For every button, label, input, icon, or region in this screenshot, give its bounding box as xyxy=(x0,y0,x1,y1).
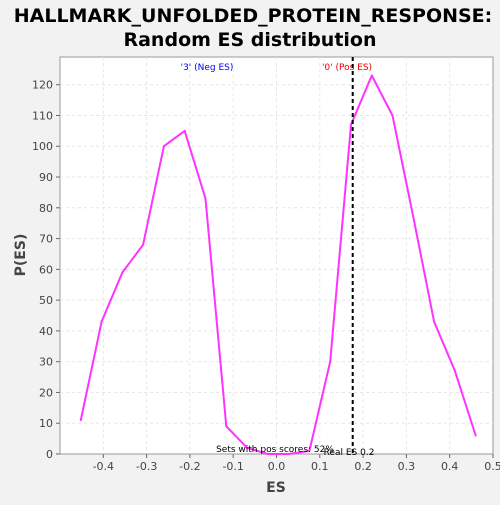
y-axis-title: P(ES) xyxy=(13,234,29,277)
data-point xyxy=(246,446,249,449)
x-tick-label: -0.4 xyxy=(93,460,114,473)
pos-es-label: '0' (Pos ES) xyxy=(322,63,372,73)
data-point xyxy=(100,320,103,323)
data-point xyxy=(79,419,82,422)
pos-scores-label: Sets with pos scores: 52% xyxy=(216,445,334,455)
chart-title: HALLMARK_UNFOLDED_PROTEIN_RESPONSE: xyxy=(14,5,493,27)
real-es-label: Real ES 0.2 xyxy=(324,448,375,458)
x-tick-label: 0.5 xyxy=(484,460,500,473)
y-tick-label: 120 xyxy=(32,79,53,92)
x-tick-label: -0.2 xyxy=(179,460,200,473)
y-tick-label: 50 xyxy=(39,294,53,307)
x-tick-label: 0.2 xyxy=(354,460,372,473)
y-tick-label: 30 xyxy=(39,356,53,369)
y-tick-label: 90 xyxy=(39,171,53,184)
x-tick-label: -0.1 xyxy=(222,460,243,473)
data-point xyxy=(142,243,145,246)
data-point xyxy=(266,453,269,455)
data-point xyxy=(412,216,415,219)
data-point xyxy=(204,197,207,200)
data-point xyxy=(453,369,456,372)
grid-lines xyxy=(60,57,493,454)
y-tick-label: 40 xyxy=(39,325,53,338)
y-tick-label: 80 xyxy=(39,202,53,215)
data-point xyxy=(287,453,290,455)
data-point xyxy=(433,320,436,323)
data-point xyxy=(329,360,332,363)
x-tick-label: 0.0 xyxy=(268,460,286,473)
x-tick-label: 0.1 xyxy=(311,460,329,473)
data-point xyxy=(370,74,373,77)
data-point xyxy=(474,434,477,437)
data-point xyxy=(349,123,352,126)
axes: -0.4 -0.3 -0.2 -0.1 0.0 0.1 0.2 0.3 0.4 0.5 0 10 20 3… xyxy=(32,79,500,473)
data-point xyxy=(308,449,311,452)
y-tick-label: 0 xyxy=(46,448,53,461)
chart-subtitle: Random ES distribution xyxy=(123,29,376,51)
y-tick-label: 110 xyxy=(32,109,53,122)
y-tick-label: 100 xyxy=(32,140,53,153)
data-point xyxy=(162,145,165,148)
neg-es-label: '3' (Neg ES) xyxy=(181,63,234,73)
y-tick-label: 10 xyxy=(39,417,53,430)
x-tick-label: -0.3 xyxy=(136,460,157,473)
y-tick-label: 60 xyxy=(39,263,53,276)
x-axis-title: ES xyxy=(266,480,286,496)
y-tick-label: 70 xyxy=(39,233,53,246)
data-point xyxy=(391,114,394,117)
data-point xyxy=(225,425,228,428)
x-tick-label: 0.3 xyxy=(398,460,416,473)
data-point xyxy=(121,271,124,274)
data-point xyxy=(183,129,186,132)
series-layer xyxy=(79,74,477,455)
y-tick-label: 20 xyxy=(39,386,53,399)
series-line xyxy=(79,74,477,455)
x-tick-label: 0.4 xyxy=(441,460,459,473)
